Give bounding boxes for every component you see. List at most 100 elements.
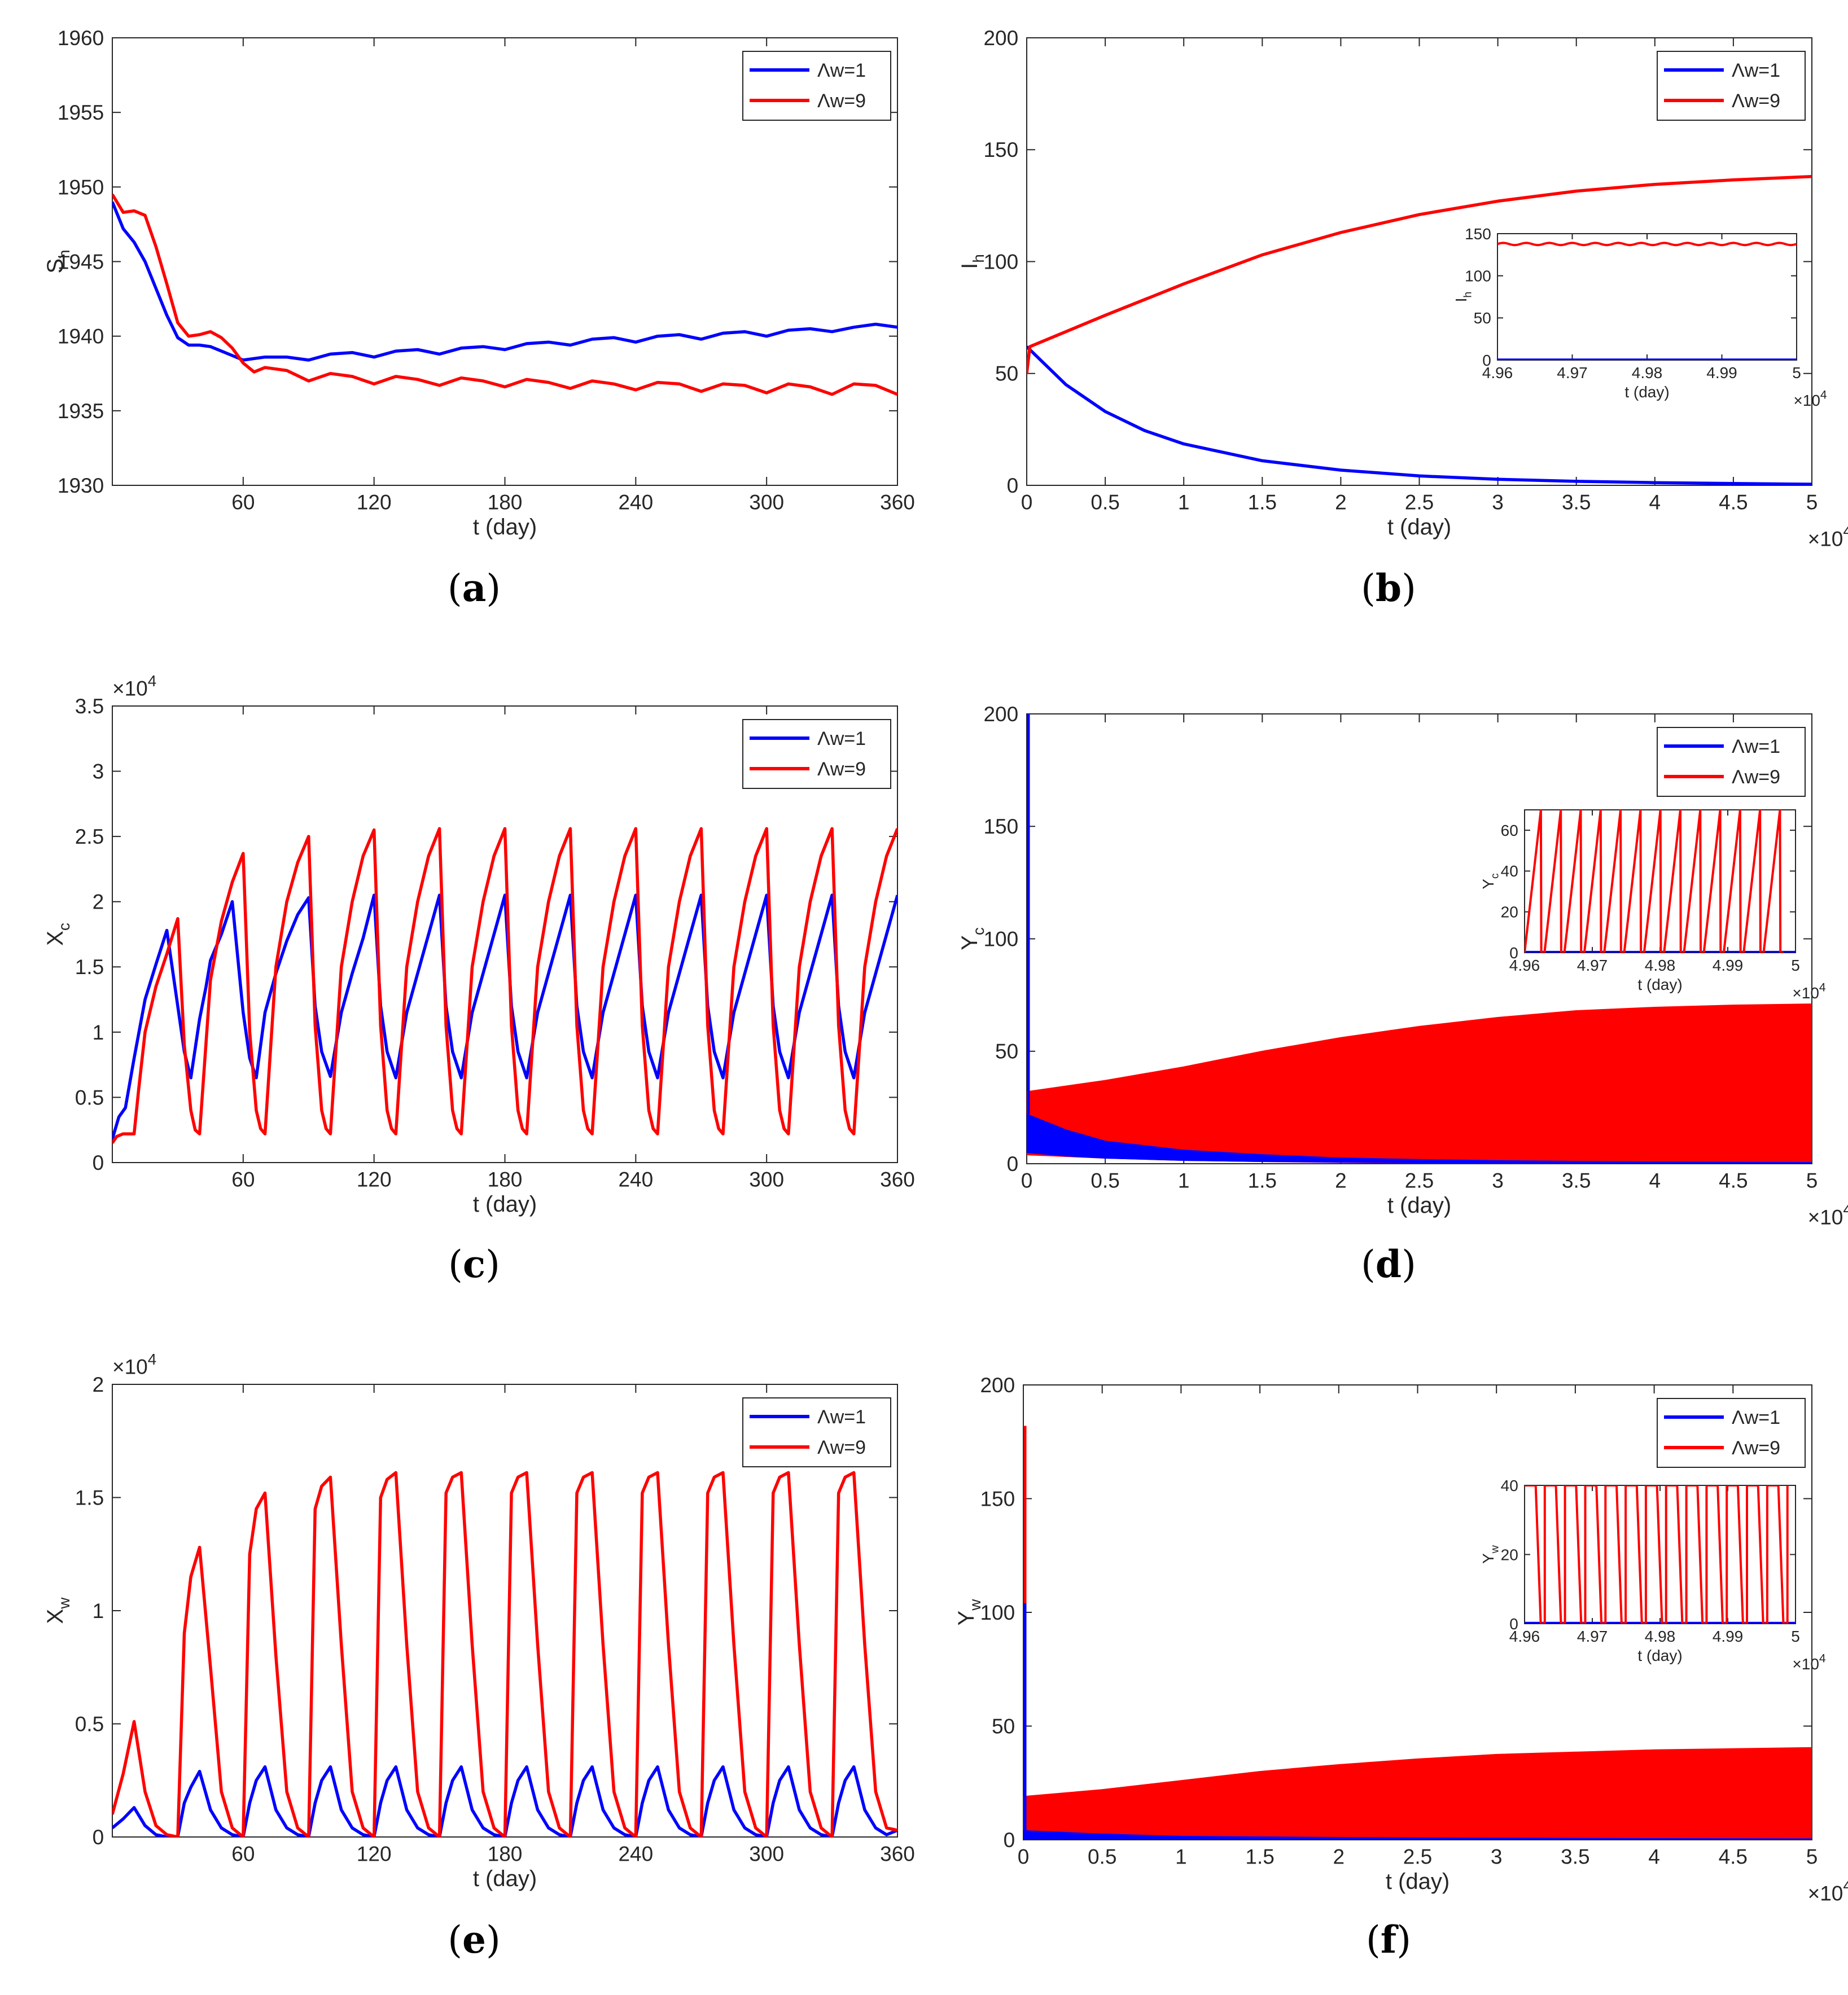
panel-a: 60 120 180 240 300 360 1930 1935 1940 1945 1950 195… — [43, 27, 915, 610]
x-axis-label: t (day) — [1624, 383, 1669, 401]
legend-label: Λw=1 — [817, 1406, 866, 1428]
series-group — [112, 827, 897, 1144]
y-tick-label: 0 — [1007, 1152, 1019, 1176]
panel-caption: (a) — [448, 566, 501, 610]
legend-label: Λw=9 — [817, 758, 866, 780]
x-axis-label: t (day) — [1387, 515, 1451, 540]
y-tick-label: 0 — [93, 1826, 104, 1849]
x-tick-label: 300 — [749, 1168, 784, 1191]
legend-box — [1657, 727, 1806, 797]
y-tick-label: 150 — [983, 138, 1018, 161]
x-exponent-label: ×104 — [1808, 523, 1848, 551]
y-tick-label: 100 — [983, 927, 1018, 950]
legend-box — [742, 1397, 891, 1467]
y-axis-label: Yw — [954, 1599, 984, 1626]
legend-label: Λw=1 — [817, 728, 866, 749]
x-tick-label: 120 — [357, 1843, 392, 1866]
legend-box — [1657, 51, 1806, 121]
x-tick-label: 240 — [618, 1843, 653, 1866]
x-tick-label: 4.5 — [1719, 1845, 1748, 1869]
x-tick-label: 4.97 — [1577, 957, 1608, 974]
x-tick-label: 300 — [749, 1843, 784, 1866]
y-tick-label: 3 — [93, 760, 104, 783]
x-axis-label: t (day) — [1637, 976, 1682, 993]
series-group — [1027, 714, 1812, 1164]
y-tick-label: 20 — [1501, 1546, 1518, 1563]
series-group — [1023, 1426, 1812, 1840]
series-line-Λw=9 — [112, 194, 897, 396]
x-tick-label: 5 — [1806, 1845, 1818, 1869]
series-band-Λw=1 — [1023, 1830, 1812, 1840]
inset-series-group — [1525, 1485, 1796, 1624]
inset-series-line-Λw=9 — [1525, 1485, 1789, 1624]
x-tick-label: 2 — [1335, 1169, 1347, 1192]
x-axis-label: t (day) — [1387, 1193, 1451, 1218]
x-tick-label: 4.99 — [1706, 364, 1737, 382]
x-tick-label: 4.97 — [1577, 1628, 1608, 1645]
y-axis-label: Xc — [43, 923, 73, 946]
x-tick-label: 360 — [880, 1843, 915, 1866]
x-exponent-label: ×104 — [1808, 1201, 1848, 1229]
y-tick-label: 0 — [1007, 474, 1019, 497]
y-tick-label: 50 — [1474, 309, 1491, 327]
series-line-Λw=1 — [112, 893, 897, 1140]
y-tick-label: 0 — [1509, 944, 1518, 962]
inset-series-line-Λw=9 — [1525, 810, 1784, 953]
legend-label: Λw=1 — [1732, 1407, 1780, 1428]
x-tick-label: 0.5 — [1088, 1845, 1116, 1869]
y-tick-label: 1950 — [58, 176, 104, 199]
x-tick-label: 4 — [1649, 491, 1661, 514]
x-tick-label: 180 — [488, 491, 523, 514]
x-tick-label: 2 — [1335, 491, 1347, 514]
panel-caption: (d) — [1361, 1242, 1416, 1286]
y-tick-label: 1960 — [58, 27, 104, 50]
x-axis-label: t (day) — [473, 1192, 537, 1217]
panel-c: 60 120 180 240 300 360 0 0.5 1 1.5 2 2.5 3 3.5 t (day)… — [43, 672, 915, 1286]
x-tick-label: 4.99 — [1713, 957, 1744, 974]
x-tick-label: 4.98 — [1632, 364, 1663, 382]
x-exponent-label: ×104 — [1793, 389, 1827, 410]
y-axis-label: Ih — [957, 254, 987, 269]
y-tick-label: 200 — [983, 703, 1018, 726]
legend-box — [742, 51, 891, 121]
y-tick-label: 50 — [995, 362, 1018, 385]
series-group — [1027, 175, 1812, 485]
x-tick-label: 3.5 — [1561, 1845, 1589, 1869]
x-tick-label: 4 — [1648, 1845, 1660, 1869]
y-axis-label: Yw — [1479, 1545, 1501, 1564]
y-tick-label: 100 — [983, 250, 1018, 273]
x-tick-label: 1 — [1175, 1845, 1187, 1869]
y-exponent-label: ×104 — [112, 672, 156, 700]
panel-e: 60 120 180 240 300 360 0 0.5 1 1.5 2 t (day) Xw ×104 Λ… — [43, 1351, 915, 1962]
y-tick-label: 150 — [983, 815, 1018, 838]
x-tick-label: 0 — [1021, 1169, 1033, 1192]
x-axis-label: t (day) — [1637, 1647, 1682, 1664]
panel-caption: (b) — [1361, 566, 1416, 610]
legend-label: Λw=9 — [817, 1437, 866, 1458]
x-tick-label: 3 — [1492, 491, 1504, 514]
y-tick-label: 0.5 — [75, 1086, 104, 1109]
x-tick-label: 2 — [1333, 1845, 1345, 1869]
panel-caption: (c) — [448, 1242, 500, 1286]
y-tick-label: 60 — [1501, 822, 1518, 839]
x-tick-label: 2.5 — [1403, 1845, 1432, 1869]
y-tick-label: 200 — [980, 1374, 1015, 1397]
x-tick-label: 4.98 — [1645, 957, 1676, 974]
y-tick-label: 1930 — [58, 474, 104, 497]
legend-box — [742, 719, 891, 789]
x-tick-label: 240 — [618, 491, 653, 514]
panel-caption: (e) — [448, 1918, 501, 1962]
x-tick-label: 60 — [231, 1843, 255, 1866]
legend-label: Λw=1 — [1732, 736, 1780, 757]
x-tick-label: 3.5 — [1562, 1169, 1591, 1192]
y-tick-label: 100 — [1465, 267, 1491, 284]
x-tick-label: 1.5 — [1245, 1845, 1274, 1869]
x-tick-label: 0 — [1021, 491, 1033, 514]
x-tick-label: 180 — [488, 1843, 523, 1866]
x-tick-label: 0.5 — [1091, 491, 1119, 514]
x-tick-label: 4.96 — [1509, 1628, 1540, 1645]
y-axis-label: Xw — [43, 1597, 73, 1624]
x-tick-label: 5 — [1806, 491, 1818, 514]
x-tick-label: 60 — [231, 1168, 255, 1191]
